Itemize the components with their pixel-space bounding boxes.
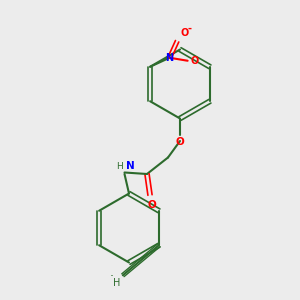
Text: N: N [126,161,135,171]
Text: N: N [166,53,174,63]
Text: H: H [112,278,120,288]
Text: H: H [116,162,123,171]
Text: O: O [190,56,199,66]
Text: O: O [180,28,188,38]
Text: ·: · [110,270,114,283]
Text: O: O [176,136,184,146]
Text: -: - [188,24,192,34]
Text: O: O [147,200,156,209]
